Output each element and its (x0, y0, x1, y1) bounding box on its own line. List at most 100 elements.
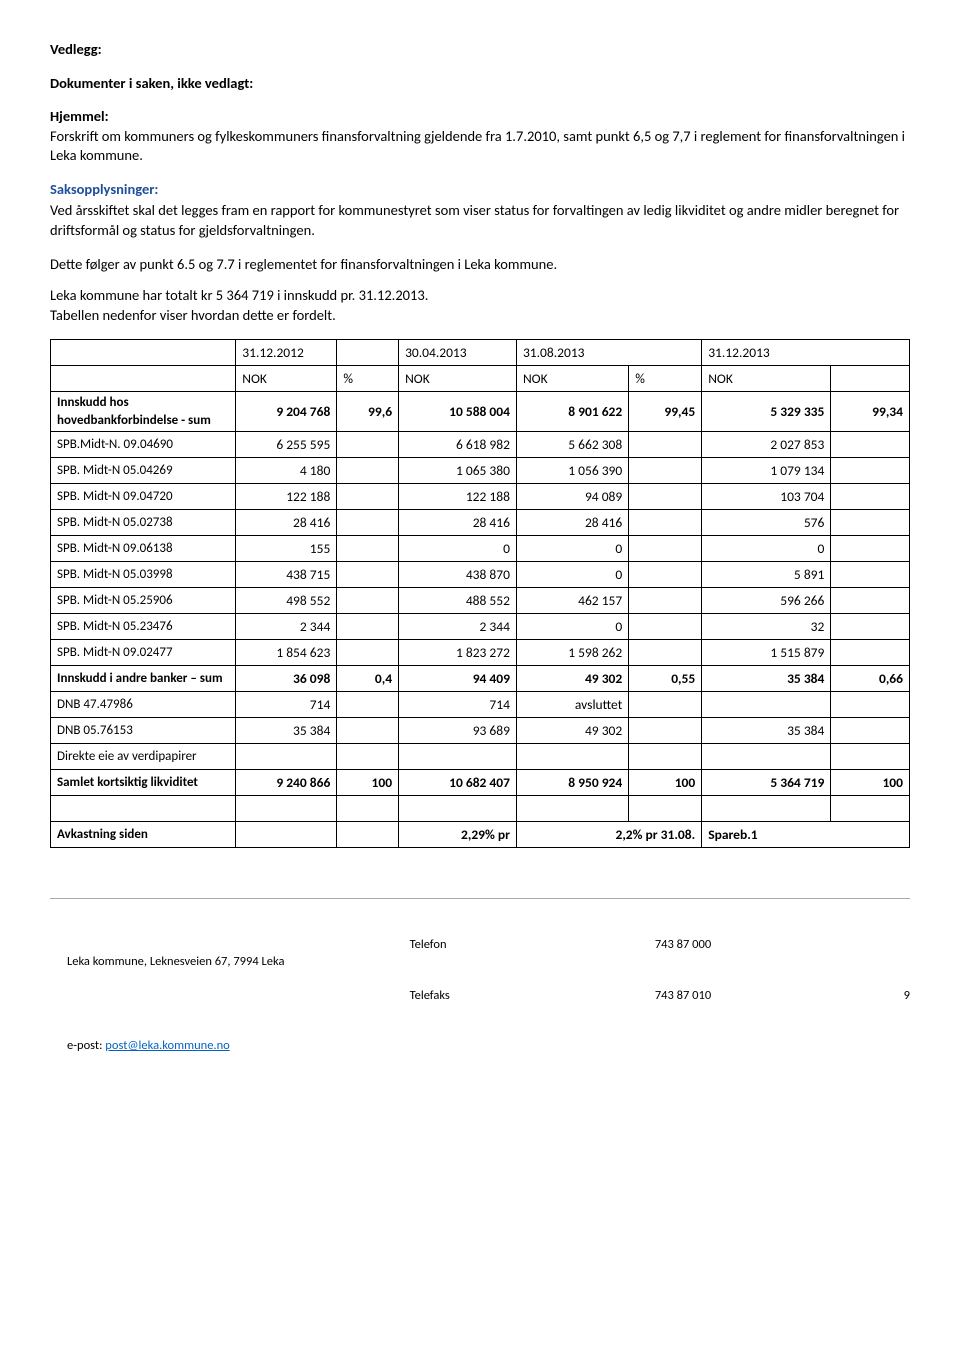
cell: Spareb.1 (702, 822, 910, 848)
table-row: SPB. Midt-N 05.042694 1801 065 3801 056 … (51, 458, 910, 484)
hdr-pct2: % (629, 366, 702, 392)
table-header-units: NOK % NOK NOK % NOK (51, 366, 910, 392)
cell: 122 188 (236, 484, 337, 510)
cell (629, 588, 702, 614)
cell: 103 704 (702, 484, 831, 510)
cell: 4 180 (236, 458, 337, 484)
row-label: SPB. Midt-N 05.23476 (51, 614, 236, 640)
row-label: SPB. Midt-N 09.06138 (51, 536, 236, 562)
cell (337, 588, 399, 614)
cell (236, 796, 337, 822)
row-label: SPB. Midt-N 05.03998 (51, 562, 236, 588)
cell (337, 822, 399, 848)
row-label: Direkte eie av verdipapirer (51, 744, 236, 770)
cell (831, 796, 910, 822)
cell (629, 692, 702, 718)
table-row: DNB 05.7615335 38493 68949 30235 384 (51, 718, 910, 744)
cell (337, 640, 399, 666)
table-row: Innskudd i andre banker – sum36 0980,494… (51, 666, 910, 692)
cell (831, 536, 910, 562)
footer-telefon-label: Telefon (410, 937, 530, 954)
footer-email-link[interactable]: post@leka.kommune.no (105, 1038, 229, 1053)
cell (831, 432, 910, 458)
cell: 6 618 982 (399, 432, 517, 458)
cell (629, 744, 702, 770)
cell (337, 432, 399, 458)
finance-table: 31.12.2012 30.04.2013 31.08.2013 31.12.2… (50, 339, 910, 848)
row-label: Innskudd hos hovedbankforbindelse - sum (51, 392, 236, 432)
cell: 714 (399, 692, 517, 718)
cell: 36 098 (236, 666, 337, 692)
table-row: Direkte eie av verdipapirer (51, 744, 910, 770)
cell: 99,34 (831, 392, 910, 432)
cell: 2 344 (399, 614, 517, 640)
cell (831, 614, 910, 640)
hdr-nok3: NOK (516, 366, 628, 392)
cell: 0 (399, 536, 517, 562)
hjemmel-heading: Hjemmel: (50, 107, 910, 127)
leka-text: Leka kommune har totalt kr 5 364 719 i i… (50, 286, 910, 306)
cell (337, 692, 399, 718)
cell: 35 384 (702, 718, 831, 744)
cell: 1 065 380 (399, 458, 517, 484)
cell (702, 744, 831, 770)
footer-epost-label: e-post: (67, 1038, 105, 1053)
cell: 498 552 (236, 588, 337, 614)
cell (337, 744, 399, 770)
row-label: DNB 47.47986 (51, 692, 236, 718)
footer: Leka kommune, Leknesveien 67, 7994 Leka … (50, 903, 910, 1106)
cell: 462 157 (516, 588, 628, 614)
cell: 49 302 (516, 666, 628, 692)
footer-rule (50, 898, 910, 899)
cell (516, 796, 628, 822)
footer-telefaks-num: 743 87 010 (655, 988, 755, 1005)
cell (831, 640, 910, 666)
row-label: SPB. Midt-N 05.25906 (51, 588, 236, 614)
cell (337, 562, 399, 588)
cell: 100 (629, 770, 702, 796)
cell: 49 302 (516, 718, 628, 744)
footer-telefaks-label: Telefaks (410, 988, 530, 1005)
cell: 99,45 (629, 392, 702, 432)
footer-telefon-num: 743 87 000 (655, 937, 755, 954)
row-label: SPB.Midt-N. 09.04690 (51, 432, 236, 458)
row-label: SPB. Midt-N 09.04720 (51, 484, 236, 510)
hjemmel-text: Forskrift om kommuners og fylkeskommuner… (50, 127, 910, 166)
row-label: SPB. Midt-N 09.02477 (51, 640, 236, 666)
cell: 714 (236, 692, 337, 718)
cell: 1 598 262 (516, 640, 628, 666)
cell (337, 718, 399, 744)
cell: 2,29% pr (399, 822, 517, 848)
cell (629, 536, 702, 562)
cell (516, 744, 628, 770)
cell (236, 822, 337, 848)
table-row-spacer (51, 796, 910, 822)
cell (399, 744, 517, 770)
row-label: Innskudd i andre banker – sum (51, 666, 236, 692)
cell: 1 079 134 (702, 458, 831, 484)
table-row: SPB. Midt-N 05.25906498 552488 552462 15… (51, 588, 910, 614)
cell: 0 (516, 562, 628, 588)
table-row: SPB. Midt-N 05.234762 3442 344032 (51, 614, 910, 640)
table-row: SPB. Midt-N 05.0273828 41628 41628 41657… (51, 510, 910, 536)
cell (337, 614, 399, 640)
cell: avsluttet (516, 692, 628, 718)
cell: 2 027 853 (702, 432, 831, 458)
cell: 6 255 595 (236, 432, 337, 458)
cell: 2,2% pr 31.08. (516, 822, 701, 848)
cell (236, 744, 337, 770)
cell: 5 662 308 (516, 432, 628, 458)
cell (831, 744, 910, 770)
cell: Avkastning siden (51, 822, 236, 848)
cell: 5 364 719 (702, 770, 831, 796)
cell (629, 614, 702, 640)
cell (702, 796, 831, 822)
cell: 0,4 (337, 666, 399, 692)
cell: 0 (516, 614, 628, 640)
cell (629, 432, 702, 458)
cell: 596 266 (702, 588, 831, 614)
row-label: DNB 05.76153 (51, 718, 236, 744)
cell (831, 692, 910, 718)
table-row: SPB.Midt-N. 09.046906 255 595 6 618 9825 … (51, 432, 910, 458)
cell (337, 484, 399, 510)
